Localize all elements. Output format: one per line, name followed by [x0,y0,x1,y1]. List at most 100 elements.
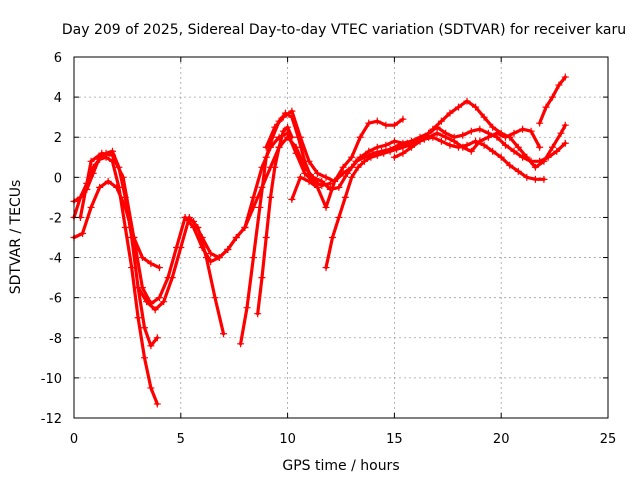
y-axis-label: SDTVAR / TECUs [8,180,24,295]
data-point [89,169,97,177]
y-tick-label: -6 [49,292,62,307]
data-point [79,229,87,237]
data-point [279,127,287,135]
data-point [523,153,531,161]
data-point [288,107,296,115]
data-point [147,260,155,268]
data-point [147,384,155,392]
y-tick-label: -8 [49,332,62,347]
x-axis-label: GPS time / hours [282,458,399,474]
series-line [290,117,405,209]
data-point [138,254,146,262]
data-point [480,113,488,121]
data-point [536,119,544,127]
data-point [527,127,535,135]
data-point [305,157,313,165]
data-point [382,121,390,129]
ticks: 0 5 10 15 20 25 -12 -10 -8 -6 -4 -2 0 2 4 6 [41,51,617,447]
data-point [207,250,215,258]
data-point [373,117,381,125]
data-point [365,119,373,127]
y-tick-label: -12 [41,412,62,427]
x-tick-label: 10 [279,432,296,447]
data-point [134,284,142,292]
data-point [356,153,364,161]
data-point [493,129,501,137]
data-point [348,153,356,161]
data-point [237,340,245,348]
plot-frame [73,56,609,419]
data-point [198,244,206,252]
data-point [296,173,304,181]
data-point [339,163,347,171]
data-point [489,147,497,155]
data-point [425,133,433,141]
y-tick-label: 0 [54,171,62,186]
data-point [390,121,398,129]
data-point [390,137,398,145]
data-point [143,298,151,306]
data-point [160,298,168,306]
data-point [262,143,270,151]
data-point [140,354,148,362]
data-point [506,161,514,169]
data-point [271,123,279,131]
data-point [258,274,266,282]
series-layer [70,73,569,408]
data-point [531,163,539,171]
data-point [561,139,569,147]
data-point [365,147,373,155]
y-tick-label: -4 [49,252,62,267]
data-point [531,175,539,183]
data-point [288,195,296,203]
data-point [279,113,287,121]
data-point [390,153,398,161]
data-point [307,173,315,181]
data-point [501,133,509,141]
data-point [373,151,381,159]
y-tick-label: 4 [54,91,62,106]
data-point [119,173,127,181]
data-point [450,137,458,145]
data-point [108,151,116,159]
data-point [433,129,441,137]
data-point [322,203,330,211]
data-point [98,149,106,157]
data-point [548,143,556,151]
data-point [354,163,362,171]
data-point [177,244,185,252]
series-sat-10 [288,115,407,211]
data-point [407,143,415,151]
data-point [322,173,330,181]
data-point [241,223,249,231]
data-point [393,145,401,153]
data-point [292,143,300,151]
data-point [322,264,330,272]
data-point [341,193,349,201]
x-tick-label: 25 [600,432,617,447]
data-point [501,141,509,149]
data-point [382,141,390,149]
data-point [548,93,556,101]
data-point [331,177,339,185]
data-point [181,213,189,221]
data-point [446,141,454,149]
data-point [480,141,488,149]
series-sat-8 [254,123,296,318]
data-point [459,131,467,139]
data-point [540,157,548,165]
y-tick-label: -10 [41,372,62,387]
data-point [256,203,264,211]
data-point [497,153,505,161]
data-point [476,137,484,145]
data-point [454,103,462,111]
data-point [561,121,569,129]
y-tick-label: 6 [54,51,62,66]
data-point [314,169,322,177]
data-point [190,223,198,231]
data-point [220,330,228,338]
data-point [254,310,262,318]
data-point [399,149,407,157]
data-point [243,304,251,312]
